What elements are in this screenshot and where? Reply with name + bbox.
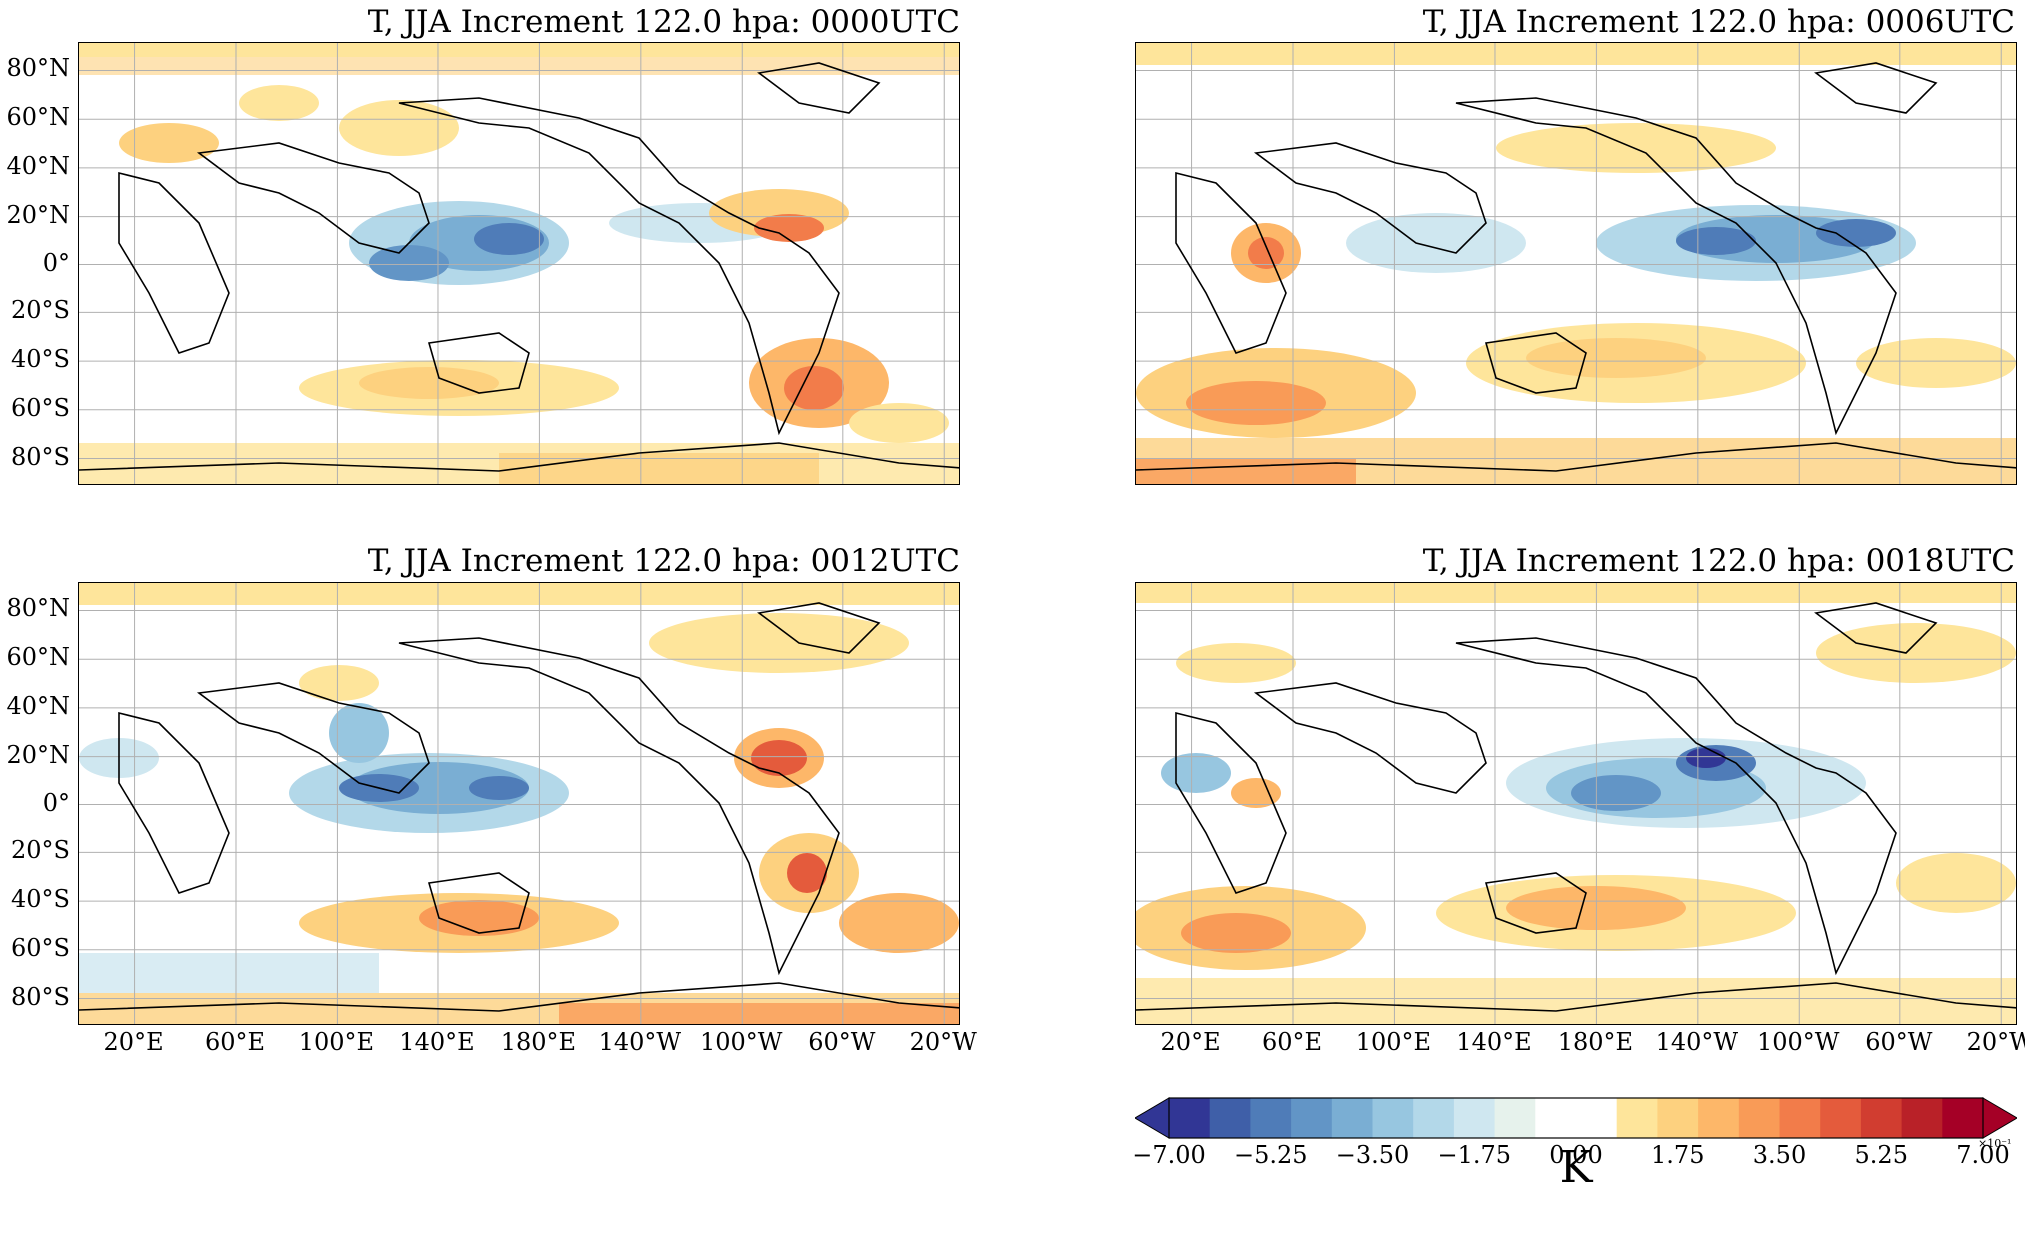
- panel-title: T, JJA Increment 122.0 hpa: 0018UTC: [1422, 543, 2015, 579]
- longitude-tick-label: 60°W: [1865, 1028, 1933, 1056]
- longitude-tick-label: 20°W: [909, 1028, 977, 1056]
- colorbar-segment: [1576, 1098, 1618, 1138]
- longitude-tick-label: 60°W: [808, 1028, 876, 1056]
- latitude-tick-label: 40°S: [11, 885, 70, 914]
- colorbar-segment: [1209, 1098, 1251, 1138]
- colorbar-segment: [1657, 1098, 1699, 1138]
- longitude-tick-label: 100°W: [1757, 1028, 1840, 1056]
- colorbar-tick-label: 1.75: [1651, 1141, 1705, 1169]
- colorbar-extend-min: [1134, 1097, 1170, 1139]
- colorbar-exponent: ×10⁻¹: [1978, 1137, 2012, 1150]
- longitude-tick-label: 180°E: [500, 1028, 577, 1056]
- colorbar-segment: [1860, 1098, 1903, 1138]
- longitude-tick-label: 20°W: [1966, 1028, 2025, 1056]
- colorbar-segment: [1779, 1098, 1821, 1138]
- panel-title: T, JJA Increment 122.0 hpa: 0012UTC: [367, 543, 960, 579]
- longitude-tick-label: 100°E: [1355, 1028, 1432, 1056]
- latitude-tick-label: 20°S: [11, 836, 70, 865]
- longitude-tick-label: 100°E: [298, 1028, 375, 1056]
- longitude-tick-label: 140°W: [1655, 1028, 1739, 1056]
- colorbar-tick-label: −1.75: [1437, 1141, 1512, 1169]
- colorbar-tick-label: 7.00: [1956, 1141, 2010, 1169]
- latitude-tick-label: 80°S: [11, 442, 70, 471]
- colorbar-label: K: [1559, 1142, 1593, 1193]
- longitude-tick-label: 60°E: [204, 1028, 266, 1056]
- colorbar-tick-label: 5.25: [1854, 1141, 1908, 1169]
- colorbar-tick-label: 3.50: [1752, 1141, 1807, 1169]
- colorbar-segment: [1413, 1098, 1455, 1138]
- latitude-tick-label: 0°: [42, 788, 70, 817]
- latitude-tick-label: 40°N: [6, 151, 70, 180]
- colorbar-segment: [1372, 1098, 1414, 1138]
- longitude-tick-label: 20°E: [103, 1028, 164, 1056]
- colorbar-segment: [1494, 1098, 1536, 1138]
- latitude-tick-label: 20°N: [6, 200, 70, 229]
- latitude-tick-label: 60°N: [6, 643, 70, 672]
- latitude-tick-label: 80°N: [6, 594, 70, 623]
- map-frame: [1135, 42, 2017, 485]
- longitude-tick-label: 140°W: [598, 1028, 682, 1056]
- colorbar-segment: [1535, 1098, 1577, 1138]
- latitude-tick-label: 40°S: [11, 345, 70, 374]
- longitude-tick-label: 140°E: [399, 1028, 475, 1056]
- colorbar-segment: [1942, 1098, 1984, 1138]
- colorbar-segment: [1820, 1098, 1862, 1138]
- colorbar-segment: [1331, 1098, 1373, 1138]
- colorbar: [1134, 1097, 2018, 1139]
- colorbar-segment: [1291, 1098, 1333, 1138]
- latitude-tick-label: 60°N: [6, 103, 70, 132]
- latitude-tick-label: 80°N: [6, 54, 70, 83]
- latitude-tick-label: 60°S: [11, 933, 70, 962]
- latitude-tick-label: 80°S: [11, 982, 70, 1011]
- colorbar-segment: [1616, 1098, 1658, 1138]
- map-frame: [78, 42, 960, 485]
- map-field: [1136, 43, 2016, 484]
- colorbar-tick-label: 0.00: [1549, 1141, 1603, 1169]
- latitude-tick-label: 60°S: [11, 393, 70, 422]
- longitude-tick-label: 140°E: [1456, 1028, 1532, 1056]
- colorbar-tick-label: −3.50: [1335, 1141, 1410, 1169]
- colorbar-segment: [1250, 1098, 1292, 1138]
- latitude-tick-label: 20°N: [6, 740, 70, 769]
- panel-title: T, JJA Increment 122.0 hpa: 0006UTC: [1422, 4, 2015, 40]
- colorbar-segment: [1698, 1098, 1740, 1138]
- colorbar-tick-label: −5.25: [1233, 1141, 1308, 1169]
- colorbar-segment: [1901, 1098, 1943, 1138]
- map-frame: [1135, 582, 2017, 1025]
- longitude-tick-label: 100°W: [700, 1028, 783, 1056]
- longitude-tick-label: 180°E: [1557, 1028, 1634, 1056]
- colorbar-tick-label: −7.00: [1132, 1141, 1206, 1169]
- longitude-tick-label: 20°E: [1160, 1028, 1221, 1056]
- latitude-tick-label: 20°S: [11, 296, 70, 325]
- colorbar-segment: [1169, 1098, 1211, 1138]
- colorbar-extend-max: [1982, 1097, 2018, 1139]
- colorbar-segment: [1453, 1098, 1496, 1138]
- map-field: [1136, 583, 2016, 1024]
- latitude-tick-label: 40°N: [6, 691, 70, 720]
- colorbar-segment: [1738, 1098, 1780, 1138]
- map-field: [79, 43, 959, 484]
- map-field: [79, 583, 959, 1024]
- longitude-tick-label: 60°E: [1261, 1028, 1323, 1056]
- map-frame: [78, 582, 960, 1025]
- colorbar-scale: [1134, 1097, 2018, 1139]
- panel-title: T, JJA Increment 122.0 hpa: 0000UTC: [367, 4, 960, 40]
- latitude-tick-label: 0°: [42, 248, 70, 277]
